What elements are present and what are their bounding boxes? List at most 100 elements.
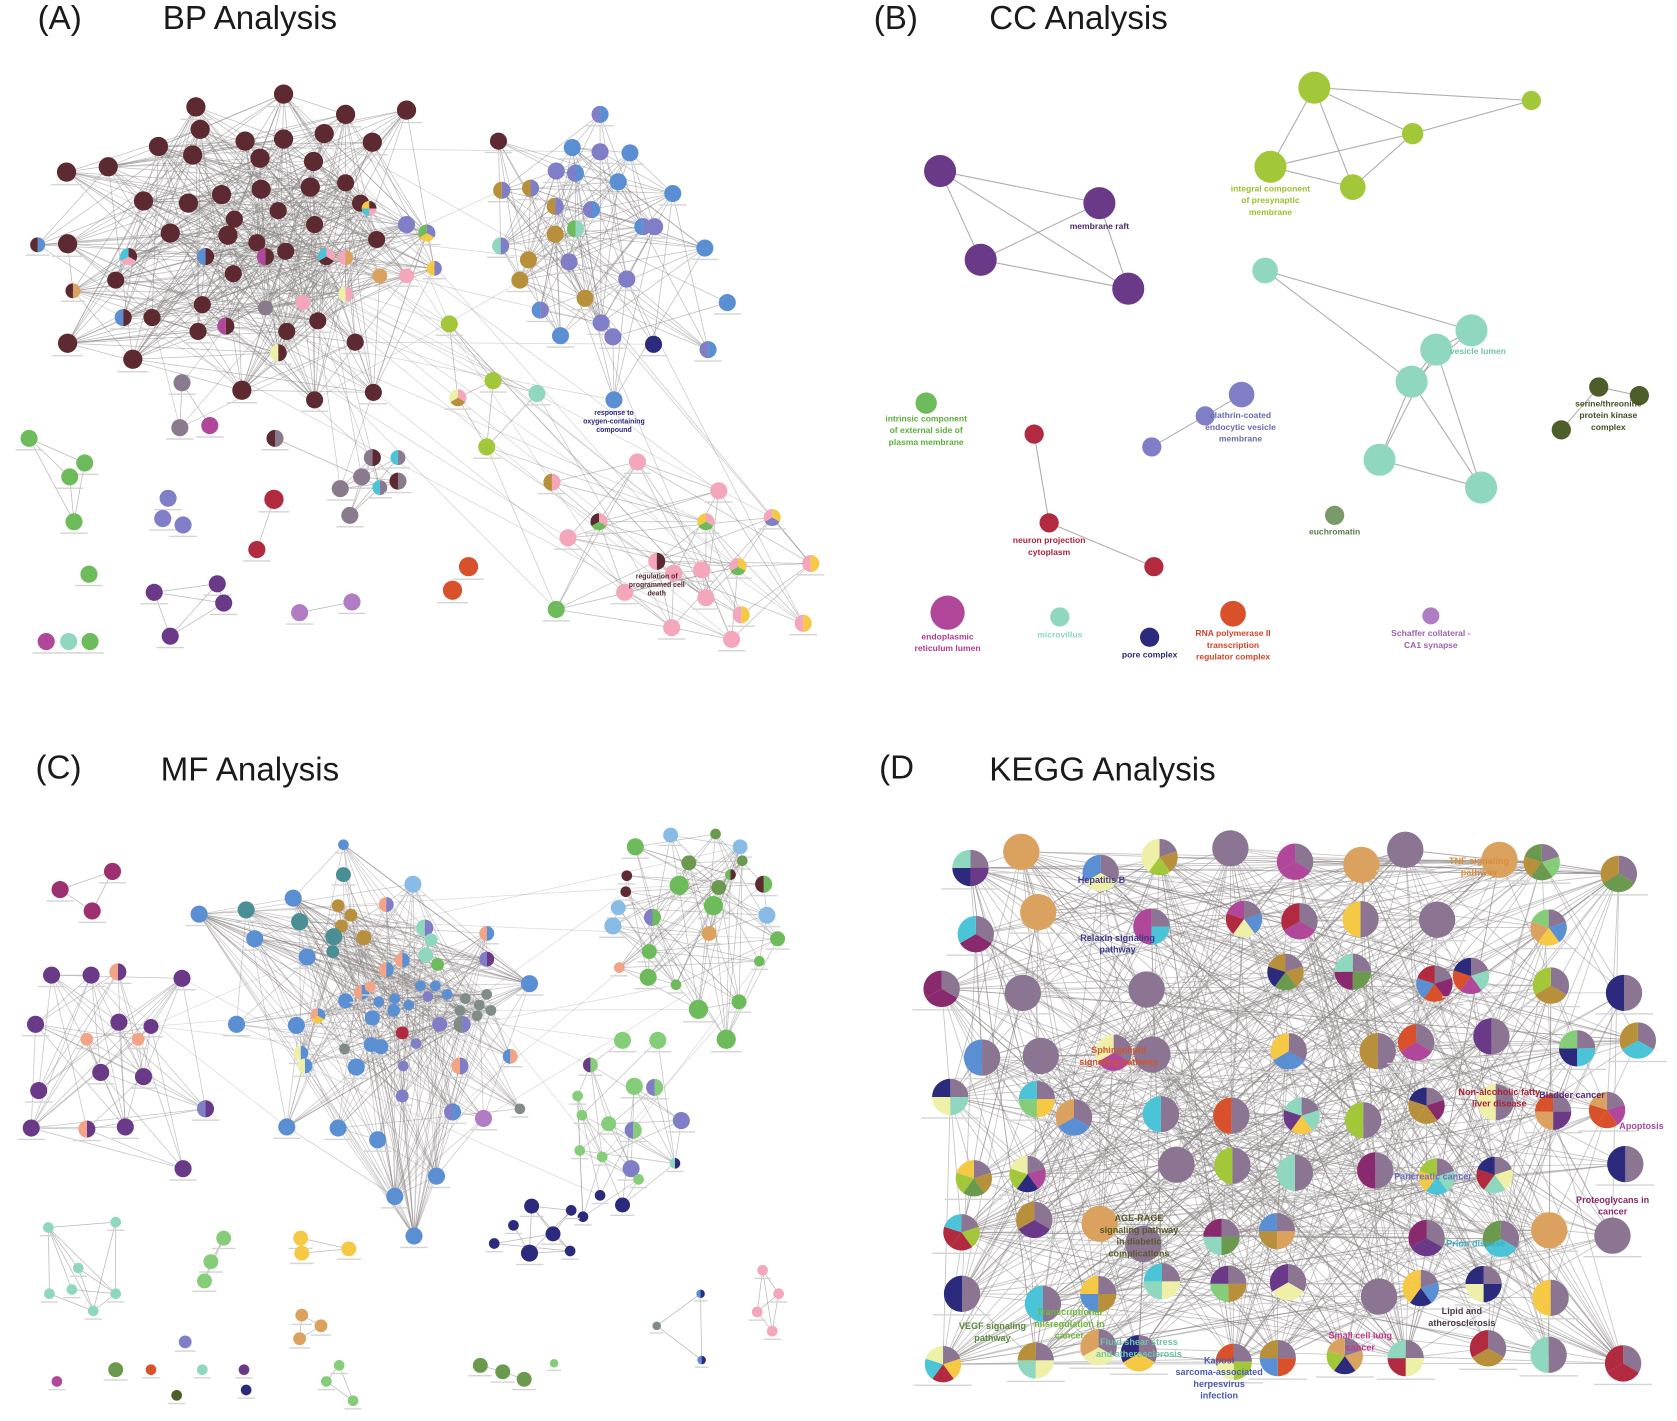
node-label: pathway [1461,868,1497,878]
pie-slice [30,237,38,253]
pie-slice [763,875,773,893]
network-edge [394,994,488,1197]
network-node [1192,1218,1251,1259]
node-label-placeholder [193,1377,211,1379]
pie-slice [1272,1282,1304,1301]
pie-slice [1151,908,1170,927]
network-node [243,234,271,255]
network-edge [332,951,387,971]
network-edge [1287,1176,1438,1283]
node-label: liver disease [1472,1099,1527,1109]
node-circle [551,327,570,345]
pie-slice [1095,1034,1114,1062]
network-edge [72,290,732,640]
node-circle [422,991,434,1002]
node-circle [248,234,266,252]
network-edge [393,1010,415,1237]
network-edge [380,969,387,1047]
network-edge [299,921,396,999]
pie-slice [265,248,274,266]
node-label-placeholder [391,1041,413,1043]
network-node [261,429,289,451]
network-edge [338,1108,520,1129]
pie-slice [674,1157,681,1169]
pie-slice [369,208,377,216]
node-label-placeholder [282,1036,311,1038]
pie-slice [275,429,284,447]
network-node [1407,1158,1466,1199]
node-circle [257,300,273,316]
node-label-placeholder [305,1025,330,1027]
node-circle [649,1031,667,1049]
network-edge [970,867,1177,1165]
node-label-placeholder [340,923,362,926]
node-circle [516,1371,532,1387]
network-edge [1146,989,1417,1043]
network-edge [624,592,672,628]
node-label-placeholder [516,198,545,201]
pie-slice [1377,1033,1396,1070]
network-edge [370,986,428,997]
network-edge [401,933,488,1097]
node-label-placeholder [427,1033,452,1036]
node-circle [633,1174,644,1185]
network-edge [1022,848,1231,994]
node-label-placeholder [504,1232,523,1235]
pie-slice [973,1172,993,1194]
network-edge [402,959,530,985]
pie-slice [794,614,804,632]
network-edge [394,998,484,1119]
network-node [154,489,182,511]
network-node [616,144,644,165]
node-circle [300,177,320,197]
network-node [117,349,149,373]
node-label-placeholder [547,1369,561,1372]
pie-slice [1550,967,1570,995]
network-edge [292,897,461,1067]
node-label-placeholder [705,501,733,503]
network-edge [286,951,334,1128]
network-node [289,1245,314,1265]
pie-slice [1120,1335,1139,1363]
node-circle [545,1226,561,1242]
node-circle [131,1032,145,1046]
node-label: Relaxin signaling [1080,933,1155,943]
node-label-placeholder [370,1009,388,1011]
network-edge [369,986,453,1113]
network-edge [579,1150,584,1217]
network-edge [713,905,727,1040]
network-node [285,604,314,625]
network-edge [500,206,556,247]
network-node [1608,1022,1667,1063]
network-edge [317,964,438,1017]
network-edge [292,897,362,993]
pie-slice [932,1364,954,1383]
node-label-placeholder [326,499,354,501]
node-circle [1252,257,1278,284]
pie-slice [390,450,398,466]
network-edge [632,961,760,1131]
network-edge [150,1026,184,1169]
node-circle [306,391,324,409]
network-edge [1221,918,1245,1237]
pie-slice [652,908,662,926]
pie-slice [1018,1099,1037,1118]
pie-slice [1423,983,1446,1002]
node-label-placeholder [358,468,387,470]
node-circle [1387,831,1424,869]
network-edge [100,1072,206,1110]
network-node [292,1058,317,1078]
network-edge [306,956,437,1177]
network-edge [980,202,1100,261]
node-circle [1039,513,1059,533]
node-label-placeholder [569,1103,587,1105]
network-edge [299,921,425,929]
pie-slice [654,1078,664,1096]
network-edge [600,247,706,324]
node-label-placeholder [347,487,376,489]
network-node [1594,974,1654,1015]
node-circle [295,295,311,311]
network-edge [498,141,521,281]
network-node [542,600,570,622]
network-node [941,849,1000,890]
